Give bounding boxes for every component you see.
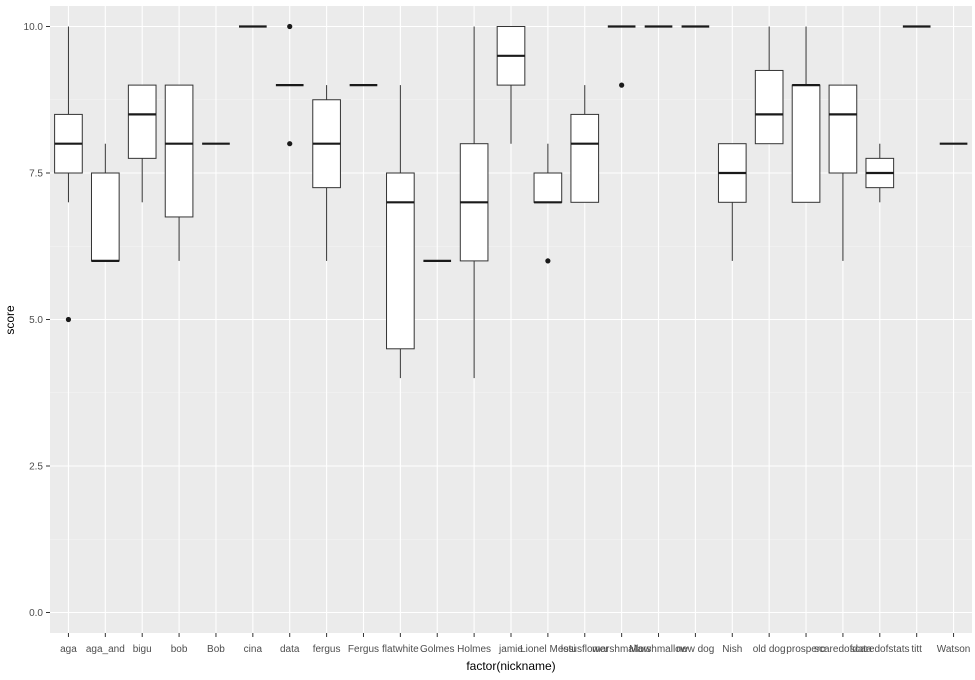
x-tick-label: flatwhite xyxy=(382,644,419,655)
x-tick-label: cina xyxy=(244,644,263,655)
box-lionel-messi xyxy=(533,143,563,264)
y-tick-label: 5.0 xyxy=(29,315,43,326)
outlier-point xyxy=(545,258,551,264)
y-tick-label: 7.5 xyxy=(29,169,43,180)
box-body xyxy=(533,172,563,203)
box-bigu xyxy=(127,84,157,203)
x-tick-label: jamie xyxy=(498,644,523,655)
x-tick-label: Golmes xyxy=(420,644,454,655)
x-axis-title: factor(nickname) xyxy=(466,659,555,673)
box-prospero xyxy=(791,26,821,203)
x-tick-label: bigu xyxy=(133,644,152,655)
box-aga xyxy=(54,26,83,323)
box-aga-and xyxy=(90,143,120,263)
box-jamie xyxy=(496,26,526,144)
box-data xyxy=(275,23,304,147)
box-fergus xyxy=(312,85,341,261)
x-tick-label: Fergus xyxy=(348,644,379,655)
box-scaredofstats xyxy=(865,143,895,203)
box-body xyxy=(791,84,821,203)
boxes xyxy=(54,23,968,379)
y-tick-label: 2.5 xyxy=(29,461,43,472)
box-body xyxy=(828,84,858,174)
x-axis: aga aga_and bigu bob Bob cina data fergus Fergus… xyxy=(60,633,970,655)
outlier-point xyxy=(287,141,293,147)
x-tick-label: data xyxy=(280,644,300,655)
x-tick-label: Holmes xyxy=(457,644,491,655)
outlier-point xyxy=(619,82,625,88)
outlier-point xyxy=(65,316,72,323)
x-tick-label: Bob xyxy=(207,644,225,655)
box-old-dog xyxy=(754,26,784,145)
x-tick-label: bob xyxy=(171,644,188,655)
y-tick-label: 10.0 xyxy=(24,22,44,33)
x-tick-label: scaredofstats xyxy=(850,644,909,655)
box-nish xyxy=(717,143,747,261)
box-body xyxy=(90,172,120,262)
box-body xyxy=(127,84,157,159)
x-tick-label: marshmallow xyxy=(592,644,652,655)
box-lotusflower xyxy=(570,85,600,203)
x-tick-label: old dog xyxy=(753,644,786,655)
box-body xyxy=(164,84,194,218)
box-body xyxy=(570,113,600,203)
y-axis: 0.0 2.5 5.0 7.5 10.0 xyxy=(24,22,50,619)
x-tick-label: scaredofdata xyxy=(814,644,872,655)
x-tick-label: Nish xyxy=(722,644,742,655)
box-body xyxy=(386,172,415,350)
box-bob xyxy=(164,84,194,261)
y-axis-title: score xyxy=(3,305,17,335)
y-tick-label: 0.0 xyxy=(29,608,43,619)
box-body xyxy=(754,69,784,145)
x-tick-label: aga_and xyxy=(86,644,125,655)
box-scaredofdata xyxy=(828,84,858,261)
x-tick-label: fergus xyxy=(313,644,341,655)
box-holmes xyxy=(459,26,489,379)
x-tick-label: prospero xyxy=(786,644,826,655)
x-tick-label: aga xyxy=(60,644,77,655)
box-marshmallow xyxy=(607,25,636,88)
x-tick-label: Lionel Messi xyxy=(520,644,576,655)
x-tick-label: Marshmallow xyxy=(629,644,689,655)
box-flatwhite xyxy=(386,85,415,379)
x-tick-label: new dog xyxy=(676,644,714,655)
x-tick-label: Watson xyxy=(937,644,971,655)
outlier-point xyxy=(287,23,293,30)
x-tick-label: titt xyxy=(911,644,922,655)
x-tick-label: lotusflower xyxy=(561,644,609,655)
